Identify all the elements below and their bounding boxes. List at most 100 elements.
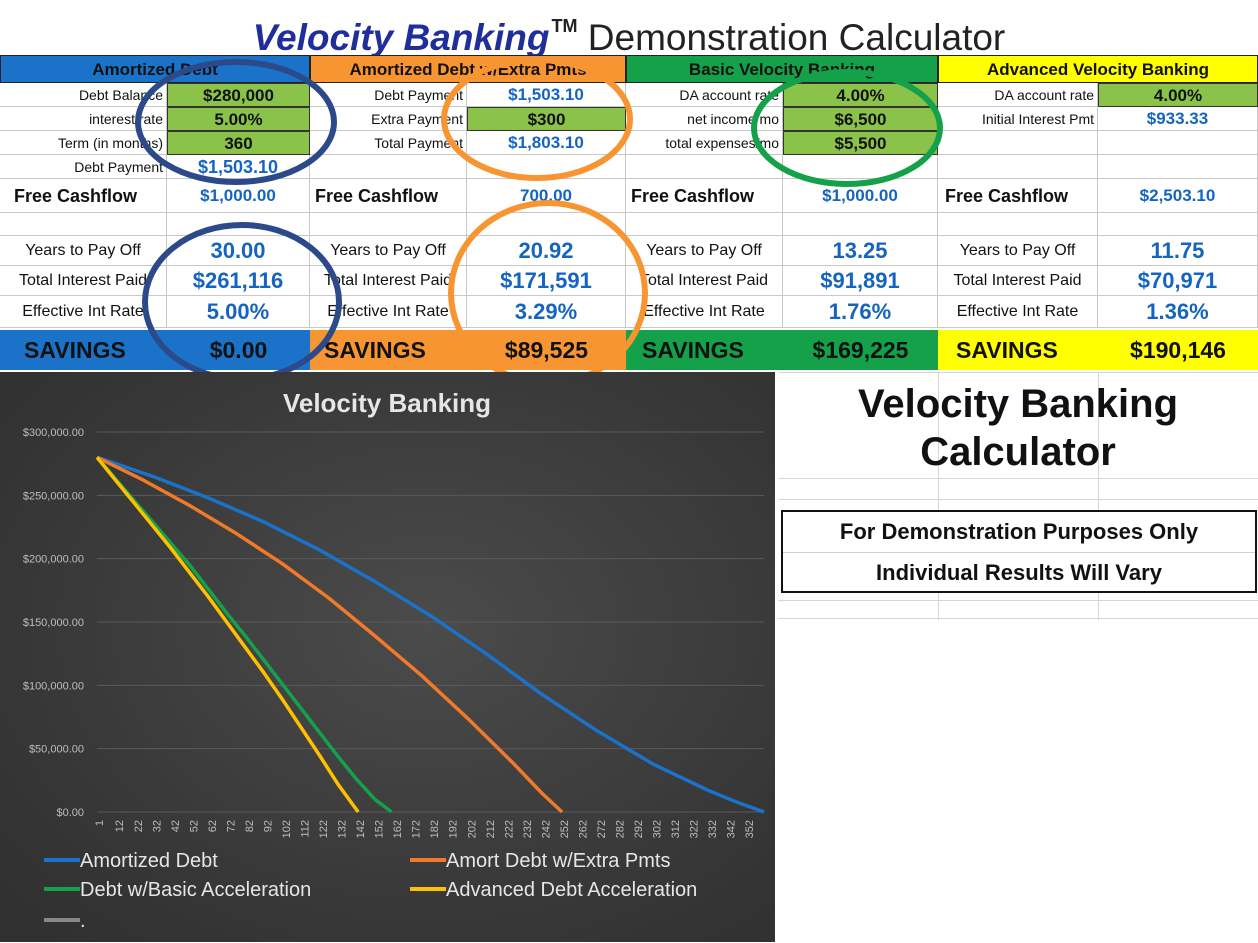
term-input[interactable]: 360 (167, 131, 310, 155)
x-tick-label: 352 (744, 820, 756, 838)
spacer-cell (783, 155, 938, 179)
x-tick-label: 12 (114, 820, 126, 832)
savings-label: SAVINGS (626, 330, 783, 370)
x-tick-label: 162 (392, 820, 404, 838)
free-cashflow-value: $1,000.00 (167, 179, 310, 213)
effective-rate-value: 1.76% (783, 296, 938, 328)
x-tick-label: 282 (614, 820, 626, 838)
net-income-input[interactable]: $6,500 (783, 107, 938, 131)
savings-label: SAVINGS (310, 330, 467, 370)
x-tick-label: 22 (133, 820, 145, 832)
x-tick-label: 152 (374, 820, 386, 838)
interest-paid-value: $261,116 (167, 266, 310, 296)
free-cashflow-value: $2,503.10 (1098, 179, 1258, 213)
x-tick-label: 52 (188, 820, 200, 832)
spacer-cell (938, 155, 1098, 179)
x-tick-label: 262 (577, 820, 589, 838)
section-header-amortized: Amortized Debt (0, 55, 310, 83)
x-tick-label: 332 (707, 820, 719, 838)
spacer-cell (938, 131, 1098, 155)
series-line-0 (96, 455, 765, 814)
years-label: Years to Pay Off (626, 236, 783, 266)
spacer-cell (626, 155, 783, 179)
debt-balance-input[interactable]: $280,000 (167, 83, 310, 107)
da-rate-label: DA account rate (626, 83, 783, 107)
title-rest: Demonstration Calculator (587, 17, 1006, 58)
x-tick-label: 302 (652, 820, 664, 838)
free-cashflow-label: Free Cashflow (310, 179, 467, 213)
side-title-line1: Velocity Banking (857, 382, 1179, 426)
side-title-line2: Calculator (920, 430, 1116, 474)
x-tick-label: 312 (670, 820, 682, 838)
interest-paid-label: Total Interest Paid (0, 266, 167, 296)
total-expenses-input[interactable]: $5,500 (783, 131, 938, 155)
x-tick-label: 212 (485, 820, 497, 838)
spacer-cell (938, 213, 1098, 236)
title-brand: Velocity Banking (252, 17, 550, 58)
payoff-chart: Velocity Banking $300,000.00 $250,000.00 $2… (0, 372, 775, 942)
savings-value: $89,525 (467, 330, 626, 370)
years-label: Years to Pay Off (938, 236, 1098, 266)
initial-interest-value: $933.33 (1098, 107, 1258, 131)
x-tick-label: 112 (300, 820, 312, 838)
effective-rate-label: Effective Int Rate (626, 296, 783, 328)
series-line-2 (95, 456, 393, 814)
interest-paid-value: $171,591 (467, 266, 626, 296)
years-value: 30.00 (167, 236, 310, 266)
x-tick-label: 62 (207, 820, 219, 832)
x-tick-label: 232 (522, 820, 534, 838)
interest-paid-value: $91,891 (783, 266, 938, 296)
x-tick-label: 42 (170, 820, 182, 832)
savings-value: $169,225 (783, 330, 938, 370)
interest-paid-value: $70,971 (1098, 266, 1258, 296)
x-tick-label: 32 (151, 820, 163, 832)
x-tick-label: 1 (94, 820, 106, 826)
y-tick-label: $50,000.00 (29, 744, 84, 756)
x-tick-label: 192 (448, 820, 460, 838)
effective-rate-value: 5.00% (167, 296, 310, 328)
notice-line2: Individual Results Will Vary (876, 560, 1162, 585)
da-rate-input[interactable]: 4.00% (1098, 83, 1258, 107)
effective-rate-label: Effective Int Rate (310, 296, 467, 328)
spacer-cell (783, 213, 938, 236)
section-header-basic: Basic Velocity Banking (626, 55, 938, 83)
x-tick-label: 132 (337, 820, 349, 838)
x-tick-label: 292 (633, 820, 645, 838)
years-label: Years to Pay Off (310, 236, 467, 266)
section-header-extra: Amortized Debt w/Extra Pmts (310, 55, 626, 83)
y-tick-label: $200,000.00 (23, 554, 84, 566)
x-tick-label: 272 (596, 820, 608, 838)
x-tick-label: 342 (726, 820, 738, 838)
free-cashflow-label: Free Cashflow (0, 179, 167, 213)
years-value: 11.75 (1098, 236, 1258, 266)
spacer-cell (310, 155, 467, 179)
spacer-cell (0, 213, 167, 236)
free-cashflow-label: Free Cashflow (626, 179, 783, 213)
years-value: 13.25 (783, 236, 938, 266)
x-tick-label: 182 (429, 820, 441, 838)
x-tick-label: 142 (355, 820, 367, 838)
interest-rate-input[interactable]: 5.00% (167, 107, 310, 131)
extra-payment-input[interactable]: $300 (467, 107, 626, 131)
da-rate-input[interactable]: 4.00% (783, 83, 938, 107)
series-line-3 (95, 456, 360, 814)
interest-paid-label: Total Interest Paid (626, 266, 783, 296)
notice-line1: For Demonstration Purposes Only (783, 512, 1255, 553)
free-cashflow-label: Free Cashflow (938, 179, 1098, 213)
x-tick-label: 72 (225, 820, 237, 832)
effective-rate-label: Effective Int Rate (0, 296, 167, 328)
x-tick-label: 322 (689, 820, 701, 838)
spacer-cell (467, 155, 626, 179)
page-title: Velocity Banking TM Demonstration Calcula… (0, 0, 1258, 58)
debt-payment-label: Debt Payment (0, 155, 167, 179)
spacer-cell (1098, 213, 1258, 236)
trademark-mark: TM (551, 16, 578, 36)
savings-label: SAVINGS (938, 330, 1098, 370)
spacer-cell (310, 213, 467, 236)
interest-paid-label: Total Interest Paid (938, 266, 1098, 296)
debt-payment-value: $1,503.10 (167, 155, 310, 179)
da-rate-label: DA account rate (938, 83, 1098, 107)
free-cashflow-value: $1,000.00 (783, 179, 938, 213)
x-tick-label: 252 (559, 820, 571, 838)
y-tick-label: $100,000.00 (23, 680, 84, 692)
